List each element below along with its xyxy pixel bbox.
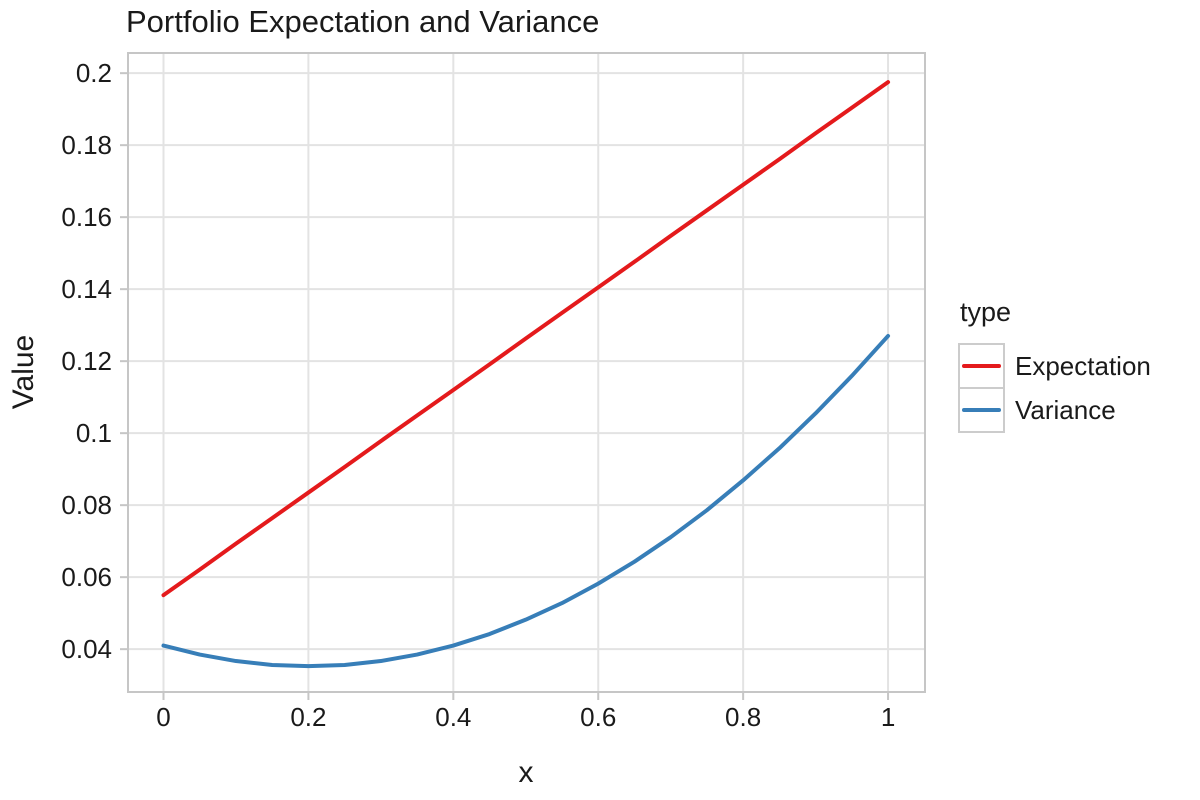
legend-key-expectation: Expectation <box>958 343 1151 389</box>
legend-keys: Expectation Variance <box>958 343 1151 433</box>
legend-line-sample <box>962 408 1001 412</box>
legend-label-variance: Variance <box>1015 394 1116 425</box>
x-tick-label: 0.6 <box>580 702 616 732</box>
x-tick-labels: 0 0.2 0.4 0.6 0.8 1 <box>156 702 895 732</box>
y-tick-labels: 0.04 0.06 0.08 0.1 0.12 0.14 0.16 0.18 0.2 <box>61 58 112 664</box>
legend-label-expectation: Expectation <box>1015 350 1151 381</box>
y-tick-label: 0.06 <box>61 562 112 592</box>
x-tick-label: 0.8 <box>725 702 761 732</box>
y-tick-label: 0.14 <box>61 274 112 304</box>
legend-swatch-variance <box>958 387 1005 433</box>
series-line-variance <box>161 333 891 669</box>
series-line-expectation <box>161 80 891 598</box>
y-tick-label: 0.12 <box>61 346 112 376</box>
axis-tick-marks <box>120 72 890 700</box>
chart-title: Portfolio Expectation and Variance <box>126 4 600 39</box>
gridlines <box>128 53 925 692</box>
y-tick-label: 0.18 <box>61 130 112 160</box>
y-axis-label: Value <box>7 334 40 410</box>
x-axis-label: x <box>518 756 534 789</box>
x-tick-label: 0.2 <box>290 702 326 732</box>
y-tick-label: 0.16 <box>61 202 112 232</box>
legend-line-sample <box>962 364 1001 368</box>
panel-border-rect <box>127 52 926 693</box>
legend-key-variance: Variance <box>958 387 1151 433</box>
y-tick-label: 0.08 <box>61 490 112 520</box>
data-series <box>161 80 891 669</box>
panel-border <box>127 52 926 693</box>
x-tick-label: 1 <box>881 702 895 732</box>
legend-swatch-expectation <box>958 343 1005 389</box>
legend: type Expectation Variance <box>958 297 1151 433</box>
y-tick-label: 0.2 <box>76 58 112 88</box>
y-tick-label: 0.04 <box>61 634 112 664</box>
y-tick-label: 0.1 <box>76 418 112 448</box>
x-tick-label: 0 <box>156 702 170 732</box>
x-tick-label: 0.4 <box>435 702 471 732</box>
legend-title: type <box>960 297 1012 327</box>
